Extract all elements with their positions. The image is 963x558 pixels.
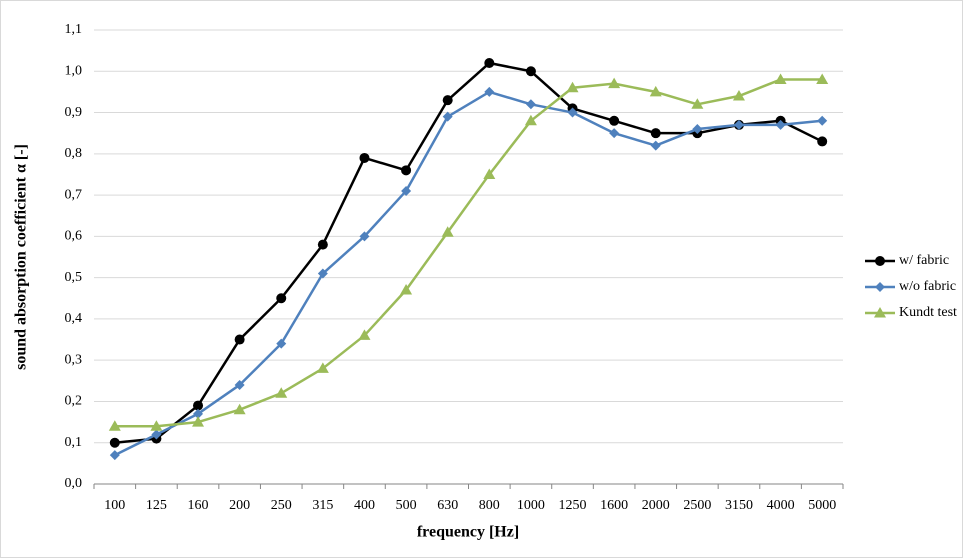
point (276, 338, 287, 349)
point (775, 119, 786, 130)
y-tick-label: 1,0 (65, 63, 83, 78)
point (525, 66, 536, 77)
legend-marker (875, 282, 885, 292)
x-tick-label: 3150 (725, 498, 753, 513)
point (109, 437, 120, 448)
point (774, 73, 787, 85)
y-tick-label: 0,4 (65, 311, 83, 326)
point (524, 114, 537, 126)
x-tick-label: 250 (271, 498, 292, 513)
point (816, 73, 829, 85)
point (483, 168, 496, 179)
point (109, 450, 120, 461)
series-line (114, 78, 823, 428)
point (525, 99, 536, 110)
point (649, 85, 662, 97)
legend-label: Kundt test (899, 305, 957, 320)
point (484, 58, 495, 69)
point (733, 119, 744, 130)
y-tick-label: 0,8 (65, 146, 83, 161)
x-tick-label: 200 (229, 498, 250, 513)
point (401, 185, 412, 196)
legend-label: w/o fabric (899, 279, 956, 294)
x-tick-label: 1600 (600, 498, 628, 513)
point (358, 329, 371, 340)
y-axis-title: sound absorption coefficient α [-] (13, 144, 30, 370)
point (567, 107, 578, 118)
point (650, 140, 661, 151)
point (691, 98, 704, 109)
x-tick-label: 160 (188, 498, 209, 513)
point (359, 231, 370, 242)
x-tick-label: 800 (479, 498, 500, 513)
point (276, 293, 287, 304)
y-tick-label: 0,6 (65, 229, 83, 244)
point (400, 284, 413, 295)
x-tick-label: 4000 (767, 498, 795, 513)
x-tick-label: 125 (146, 498, 167, 513)
y-tick-label: 0,5 (65, 270, 83, 285)
x-tick-label: 5000 (808, 498, 836, 513)
x-tick-label: 1000 (517, 498, 545, 513)
x-tick-label: 2500 (683, 498, 711, 513)
point (566, 81, 579, 93)
point (193, 400, 204, 411)
point (275, 387, 288, 398)
y-tick-label: 0,3 (65, 352, 83, 367)
point (609, 128, 620, 139)
y-tick-label: 1,1 (65, 22, 83, 37)
point (817, 115, 828, 126)
x-tick-label: 630 (437, 498, 458, 513)
y-tick-label: 0,7 (65, 187, 83, 202)
point (484, 86, 495, 97)
x-tick-label: 400 (354, 498, 375, 513)
point (359, 152, 370, 163)
point (234, 334, 245, 345)
point (233, 403, 246, 415)
x-tick-label: 315 (312, 498, 333, 513)
legend-marker (874, 307, 886, 318)
point (150, 420, 163, 431)
point (316, 362, 329, 373)
series-line (114, 61, 823, 444)
point (817, 136, 828, 147)
y-tick-label: 0,1 (65, 435, 83, 450)
point (650, 128, 661, 139)
point (317, 268, 328, 279)
series-line (114, 90, 823, 457)
point (608, 77, 621, 89)
x-tick-label: 1250 (559, 498, 587, 513)
legend-label: w/ fabric (899, 253, 949, 268)
point (609, 115, 620, 126)
point (234, 379, 245, 390)
point (193, 408, 204, 419)
x-tick-label: 500 (396, 498, 417, 513)
point (442, 95, 453, 106)
y-tick-label: 0,2 (65, 394, 83, 409)
point (732, 90, 745, 101)
point (692, 124, 703, 135)
x-tick-label: 100 (104, 498, 125, 513)
point (441, 226, 454, 237)
point (151, 429, 162, 440)
legend-marker (875, 256, 885, 266)
y-tick-label: 0,9 (65, 105, 83, 120)
point (108, 420, 121, 431)
x-tick-label: 2000 (642, 498, 670, 513)
point (442, 111, 453, 122)
x-axis-title: frequency [Hz] (417, 524, 519, 541)
point (401, 165, 412, 176)
point (317, 239, 328, 250)
point (192, 416, 205, 427)
y-tick-label: 0,0 (65, 476, 83, 491)
